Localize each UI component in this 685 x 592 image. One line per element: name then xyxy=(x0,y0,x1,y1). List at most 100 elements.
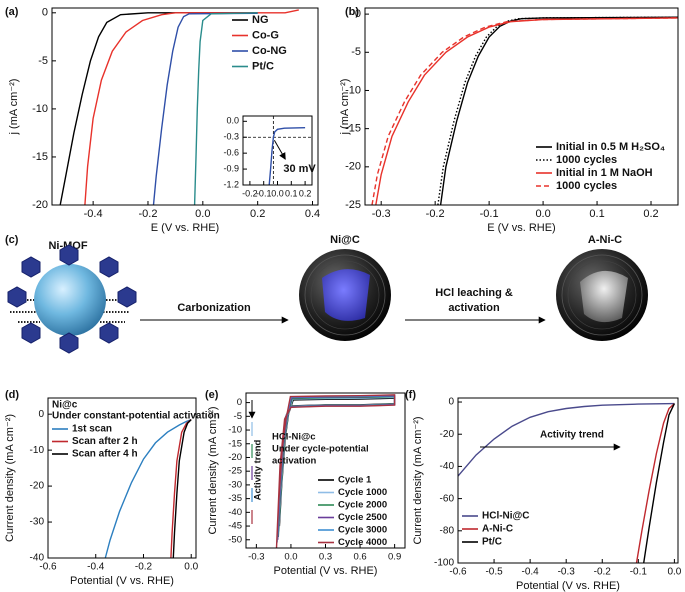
y-tick-label: -50 xyxy=(228,534,242,545)
y-axis-label: Current density (mA cm⁻²) xyxy=(412,416,424,544)
annotation: HCl-Ni@c xyxy=(272,432,316,443)
stage-label: A-Ni-C xyxy=(588,234,622,246)
y-tick-label: -10 xyxy=(228,425,242,436)
legend-label: 1000 cycles xyxy=(556,180,617,192)
legend-label: Cycle 1 xyxy=(338,475,372,486)
x-tick-label: -0.5 xyxy=(485,567,503,578)
y-tick-label: -20 xyxy=(345,161,361,173)
annotation: Under cycle-potential xyxy=(272,444,369,455)
legend-label: Scan after 4 h xyxy=(72,449,138,460)
legend-label: Cycle 3000 xyxy=(338,525,387,536)
legend-label: HCl-Ni@C xyxy=(482,511,530,522)
x-tick-label: 0.0 xyxy=(195,208,210,220)
legend-label: Cycle 2500 xyxy=(338,512,387,523)
x-tick-label: 0.2 xyxy=(250,208,265,220)
y-tick-label: -30 xyxy=(228,479,242,490)
annotation-arrow xyxy=(273,139,286,160)
y-tick-label: -15 xyxy=(32,151,48,163)
x-tick-label: -0.2 xyxy=(135,562,153,573)
legend-label: Cycle 4000 xyxy=(338,537,387,548)
x-tick-label: -0.2 xyxy=(138,208,157,220)
y-tick-label: -20 xyxy=(440,429,455,440)
x-tick-label: 0.0 xyxy=(667,567,681,578)
x-tick-label: 0.6 xyxy=(353,552,366,563)
y-axis-label: Current density (mA cm⁻²) xyxy=(4,414,16,542)
x-tick-label: -0.3 xyxy=(248,552,264,563)
y-tick-label: -15 xyxy=(345,123,361,135)
series-line xyxy=(172,419,192,559)
plot-frame xyxy=(457,397,679,564)
nic-illustration xyxy=(299,249,391,341)
x-tick-label: 0.1 xyxy=(285,188,298,198)
chart: -0.2-0.1 0.0 0.1 0.20.0-0.3-0.6-0.9-1.230 m… xyxy=(223,115,316,198)
series-line xyxy=(275,394,396,549)
y-tick-label: -0.3 xyxy=(223,132,239,142)
panel-label: (e) xyxy=(205,389,219,401)
legend-label: Cycle 2000 xyxy=(338,500,387,511)
legend-label: A-Ni-C xyxy=(482,524,513,535)
plot-frame xyxy=(364,7,679,206)
y-tick-label: 0 xyxy=(448,397,454,408)
panel-label: (c) xyxy=(5,234,19,246)
plot-frame xyxy=(47,397,197,559)
y-tick-label: -15 xyxy=(228,438,242,449)
x-tick-label: 0.2 xyxy=(299,188,312,198)
x-tick-label: -0.3 xyxy=(558,567,576,578)
x-tick-label: 0.0 xyxy=(184,562,198,573)
y-tick-label: -45 xyxy=(228,521,242,532)
y-tick-label: -5 xyxy=(38,55,48,67)
y-tick-label: 0 xyxy=(38,409,44,420)
x-axis-label: Potential (V vs. RHE) xyxy=(516,580,620,592)
y-tick-label: -5 xyxy=(351,46,361,58)
x-tick-label: -0.4 xyxy=(87,562,105,573)
x-tick-label: 0.9 xyxy=(388,552,401,563)
x-tick-label: -0.3 xyxy=(372,208,391,220)
y-tick-label: -10 xyxy=(345,84,361,96)
legend-label: Pt/C xyxy=(482,537,502,548)
series-line xyxy=(104,418,192,559)
x-tick-label: -0.2 xyxy=(594,567,612,578)
y-tick-label: 0 xyxy=(42,7,48,19)
series-line xyxy=(457,402,675,477)
stage-label: Ni@C xyxy=(330,234,360,246)
y-tick-label: 0 xyxy=(237,397,242,408)
y-tick-label: -40 xyxy=(228,507,242,518)
y-tick-label: 0.0 xyxy=(226,116,239,126)
step-label: Carbonization xyxy=(177,302,251,314)
plot-frame xyxy=(242,115,313,186)
step-label: HCl leaching & xyxy=(435,287,513,299)
series-line xyxy=(268,127,306,186)
y-tick-label: -25 xyxy=(345,199,361,211)
chart: -0.6 -0.5 -0.4 -0.3 -0.2 -0.1 0.0 0 -20 -40 -60 -80… xyxy=(405,389,682,592)
legend-label: Pt/C xyxy=(252,60,274,72)
legend-label: NG xyxy=(252,14,269,26)
mof-illustration xyxy=(7,244,137,354)
plot-frame xyxy=(51,7,319,206)
series-line xyxy=(152,12,258,206)
y-tick-label: -25 xyxy=(228,466,242,477)
y-tick-label: -20 xyxy=(228,452,242,463)
series-line xyxy=(643,403,676,564)
x-tick-label: 0.2 xyxy=(643,208,658,220)
legend-label: Co-G xyxy=(252,29,279,41)
x-tick-label: 0.3 xyxy=(319,552,332,563)
legend-label: 1000 cycles xyxy=(556,154,617,166)
x-tick-label: -0.1 xyxy=(630,567,648,578)
y-axis-label: j (mA cm⁻²) xyxy=(8,79,20,136)
legend-label: Initial in 1 M NaOH xyxy=(556,167,653,179)
x-tick-label: -0.6 xyxy=(449,567,467,578)
annotation: Activity trend xyxy=(253,439,264,500)
x-tick-label: 0.4 xyxy=(305,208,320,220)
scheme: (c) Ni-MOF Ni@C A-Ni-C xyxy=(5,234,648,354)
y-tick-label: -10 xyxy=(30,445,45,456)
x-tick-label: 0.0 xyxy=(535,208,550,220)
x-tick-label: -0.4 xyxy=(84,208,103,220)
series-line xyxy=(84,9,299,206)
chart: -0.4 -0.2 0.0 0.2 0.4 0 -5 -10 -15 -20 NG Co-G Co-NG… xyxy=(5,6,320,234)
x-axis-label: E (V vs. RHE) xyxy=(487,222,555,234)
x-tick-label: -0.1 xyxy=(256,188,272,198)
x-axis-label: Potential (V vs. RHE) xyxy=(274,565,378,577)
y-tick-label: -1.2 xyxy=(223,179,239,189)
